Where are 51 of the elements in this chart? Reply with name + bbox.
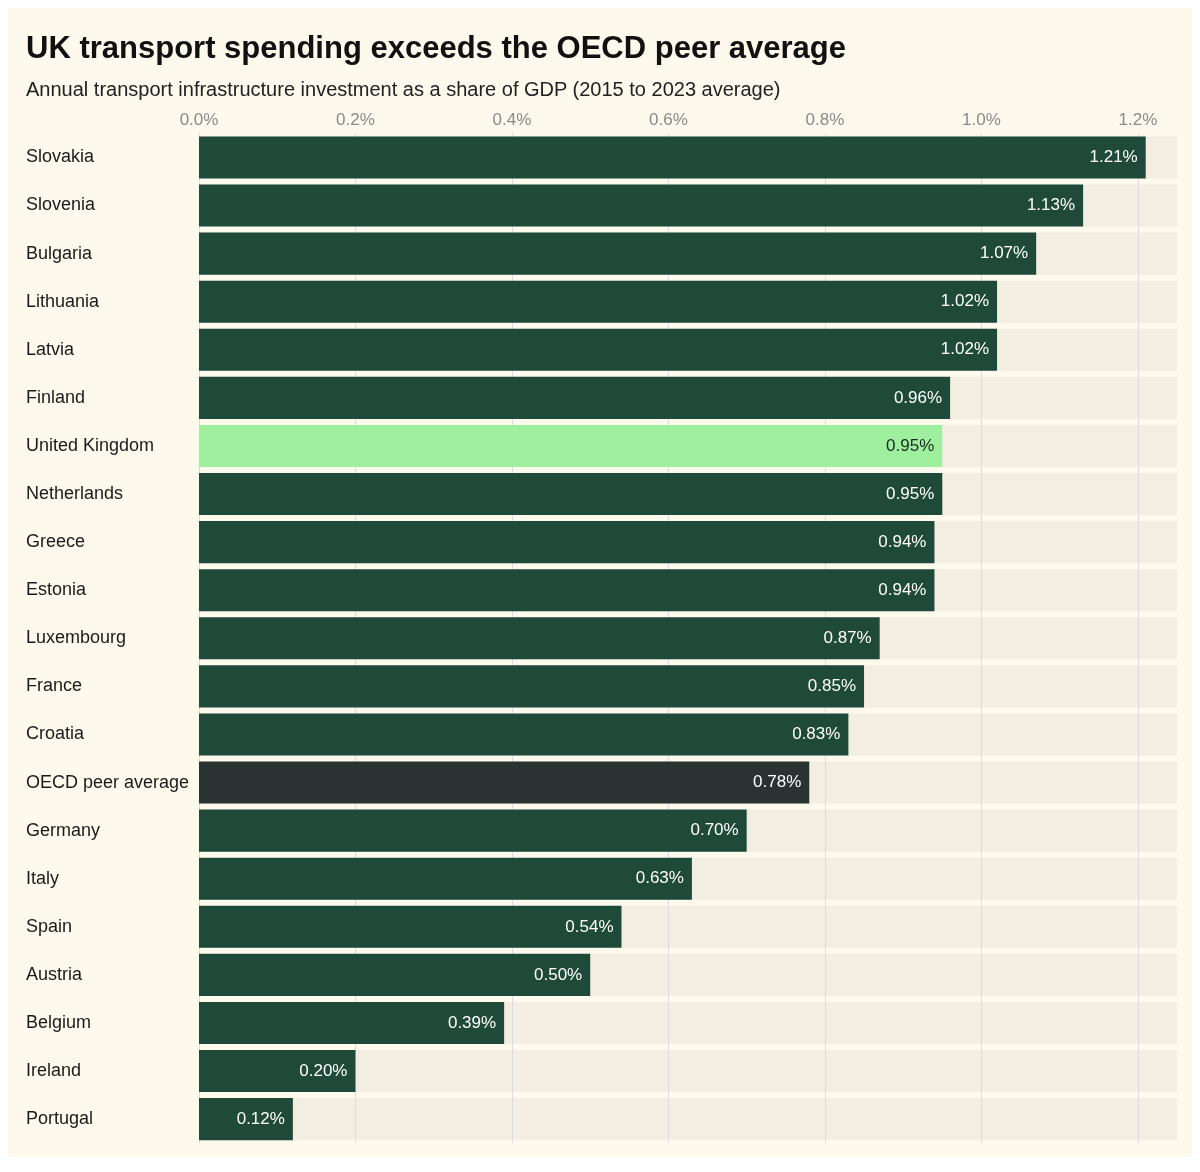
data-label: 0.83%	[792, 724, 841, 744]
data-label: 0.95%	[886, 435, 935, 455]
y-tick-label: Slovakia	[26, 146, 96, 167]
data-label: 0.85%	[807, 676, 857, 696]
data-label: 1.02%	[940, 339, 990, 359]
y-tick-label: OECD peer average	[26, 771, 190, 792]
data-label: 1.07%	[979, 243, 1029, 263]
y-tick-label: Portugal	[26, 1108, 94, 1129]
x-tick-label: 0.2%	[336, 109, 375, 129]
x-tick-label: 0.0%	[179, 109, 219, 129]
x-tick-label: 1.0%	[962, 109, 1001, 129]
data-label: 0.50%	[534, 964, 583, 984]
y-tick-label: Netherlands	[26, 483, 124, 504]
data-label: 0.87%	[823, 627, 872, 647]
x-tick-label: 0.6%	[649, 109, 688, 129]
data-label: 0.39%	[447, 1012, 497, 1032]
y-tick-label: Lithuania	[26, 290, 101, 311]
data-label: 0.78%	[753, 772, 802, 792]
y-tick-label: Latvia	[26, 338, 76, 359]
data-label: 0.94%	[878, 531, 927, 551]
x-tick-label: 0.4%	[492, 109, 532, 129]
y-tick-label: Greece	[26, 531, 86, 552]
y-tick-label: Estonia	[26, 579, 88, 600]
y-tick-label: Luxembourg	[26, 627, 127, 648]
data-label: 0.63%	[635, 868, 684, 888]
y-tick-label: Bulgaria	[26, 242, 94, 263]
data-label: 0.70%	[690, 820, 739, 840]
data-label: 1.02%	[940, 291, 990, 311]
y-tick-label: Finland	[26, 386, 86, 407]
y-tick-label: Belgium	[26, 1011, 92, 1032]
chart-subtitle: Annual transport infrastructure investment as a share of GDP (2015 to 2023 average)	[25, 77, 782, 102]
y-tick-label: Austria	[26, 963, 84, 984]
data-label: 0.94%	[878, 579, 927, 599]
data-label: 0.20%	[299, 1060, 348, 1080]
x-tick-label: 0.8%	[805, 109, 845, 129]
data-label: 0.95%	[886, 483, 935, 503]
y-tick-label: Germany	[26, 819, 101, 840]
data-label: 1.21%	[1089, 147, 1138, 167]
data-label: 0.96%	[893, 387, 943, 407]
data-label: 0.12%	[236, 1108, 285, 1128]
chart-title: UK transport spending exceeds the OECD peer average	[25, 29, 848, 66]
data-label: 1.13%	[1026, 195, 1076, 215]
y-tick-label: Italy	[26, 867, 60, 888]
y-tick-label: France	[26, 675, 83, 696]
y-tick-label: Spain	[26, 915, 73, 936]
y-tick-label: Ireland	[26, 1060, 82, 1081]
y-tick-label: United Kingdom	[26, 434, 155, 455]
y-tick-label: Slovenia	[26, 194, 97, 215]
x-tick-label: 1.2%	[1118, 109, 1158, 129]
data-label: 0.54%	[565, 916, 614, 936]
y-tick-label: Croatia	[26, 723, 86, 744]
